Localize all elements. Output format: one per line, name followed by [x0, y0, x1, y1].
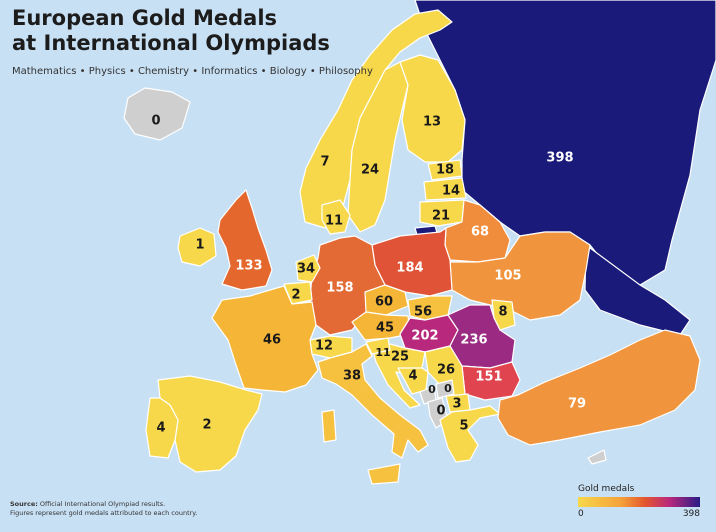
label-north-macedonia: 3: [452, 397, 461, 412]
country-denmark: [321, 199, 351, 235]
label-slovenia: 11: [375, 346, 390, 359]
map-subtitle: Mathematics • Physics • Chemistry • Info…: [12, 66, 373, 77]
country-netherlands: [295, 254, 321, 283]
label-turkey: 79: [568, 397, 586, 412]
label-netherlands: 34: [297, 262, 315, 277]
country-cyprus: [587, 449, 607, 465]
source-note: Source: Official International Olympiad …: [10, 500, 197, 518]
label-slovakia: 56: [414, 305, 432, 320]
country-estonia: [427, 159, 463, 181]
label-france: 46: [263, 333, 281, 348]
country-norway: [299, 9, 453, 229]
label-moldova: 8: [498, 305, 507, 320]
country-iceland: [123, 87, 191, 141]
map-title: European Gold Medals at International Ol…: [12, 6, 330, 55]
label-belgium: 2: [291, 288, 300, 303]
label-sweden: 24: [361, 163, 379, 178]
label-hungary: 202: [411, 329, 438, 344]
label-albania: 0: [436, 404, 445, 419]
label-estonia: 18: [436, 163, 454, 178]
country-turkey: [497, 329, 701, 446]
country-kosovo: [435, 379, 455, 399]
color-legend: Gold medals 0 398: [578, 484, 700, 519]
country-latvia: [423, 177, 467, 201]
legend-ticks: 0 398: [578, 507, 700, 519]
source-line: Source: Official International Olympiad …: [10, 500, 197, 509]
label-iceland: 0: [151, 114, 160, 129]
country-bosnia: [397, 367, 429, 395]
legend-min-label: 0: [578, 509, 584, 519]
label-russia: 398: [546, 151, 573, 166]
country-uk: [217, 189, 273, 291]
label-bulgaria: 151: [475, 370, 502, 385]
country-croatia: [371, 343, 426, 409]
label-czechia: 60: [375, 295, 393, 310]
label-norway: 7: [320, 155, 329, 170]
country-romania: [447, 304, 516, 369]
legend-gradient-bar: [578, 497, 700, 507]
label-croatia: 25: [391, 350, 409, 365]
label-belarus: 68: [471, 225, 489, 240]
country-france: [211, 285, 319, 393]
label-romania: 236: [460, 333, 487, 348]
label-montenegro: 0: [428, 383, 436, 396]
label-germany: 158: [326, 281, 353, 296]
source-text: Official International Olympiad results.: [37, 500, 166, 508]
country-ireland: [177, 227, 217, 267]
label-greece: 5: [459, 419, 468, 434]
footnote: Figures represent gold medals attributed…: [10, 509, 198, 517]
label-austria: 45: [376, 321, 394, 336]
label-ireland: 1: [195, 238, 204, 253]
country-lithuania: [419, 199, 465, 227]
label-finland: 13: [423, 115, 441, 130]
country-ukraine: [449, 231, 591, 321]
label-uk: 133: [235, 259, 262, 274]
country-sardinia: [321, 409, 337, 443]
label-serbia: 26: [437, 363, 455, 378]
label-poland: 184: [396, 261, 423, 276]
label-spain: 2: [202, 418, 211, 433]
label-latvia: 14: [442, 184, 460, 199]
legend-max-label: 398: [682, 509, 700, 519]
label-portugal: 4: [156, 421, 165, 436]
label-bosnia: 4: [408, 369, 417, 384]
country-finland: [399, 54, 466, 163]
label-italy: 38: [343, 369, 361, 384]
label-lithuania: 21: [432, 209, 450, 224]
country-greece: [439, 405, 501, 463]
country-sicily: [367, 463, 401, 485]
label-switzerland: 12: [315, 339, 333, 354]
legend-title: Gold medals: [578, 484, 635, 494]
country-italy: [317, 343, 429, 459]
country-sweden: [347, 61, 409, 233]
country-slovenia: [365, 337, 391, 355]
label-denmark: 11: [325, 214, 343, 229]
label-kosovo: 0: [444, 382, 452, 395]
label-ukraine: 105: [494, 269, 521, 284]
country-portugal: [145, 397, 179, 459]
source-label: Source:: [10, 500, 38, 508]
